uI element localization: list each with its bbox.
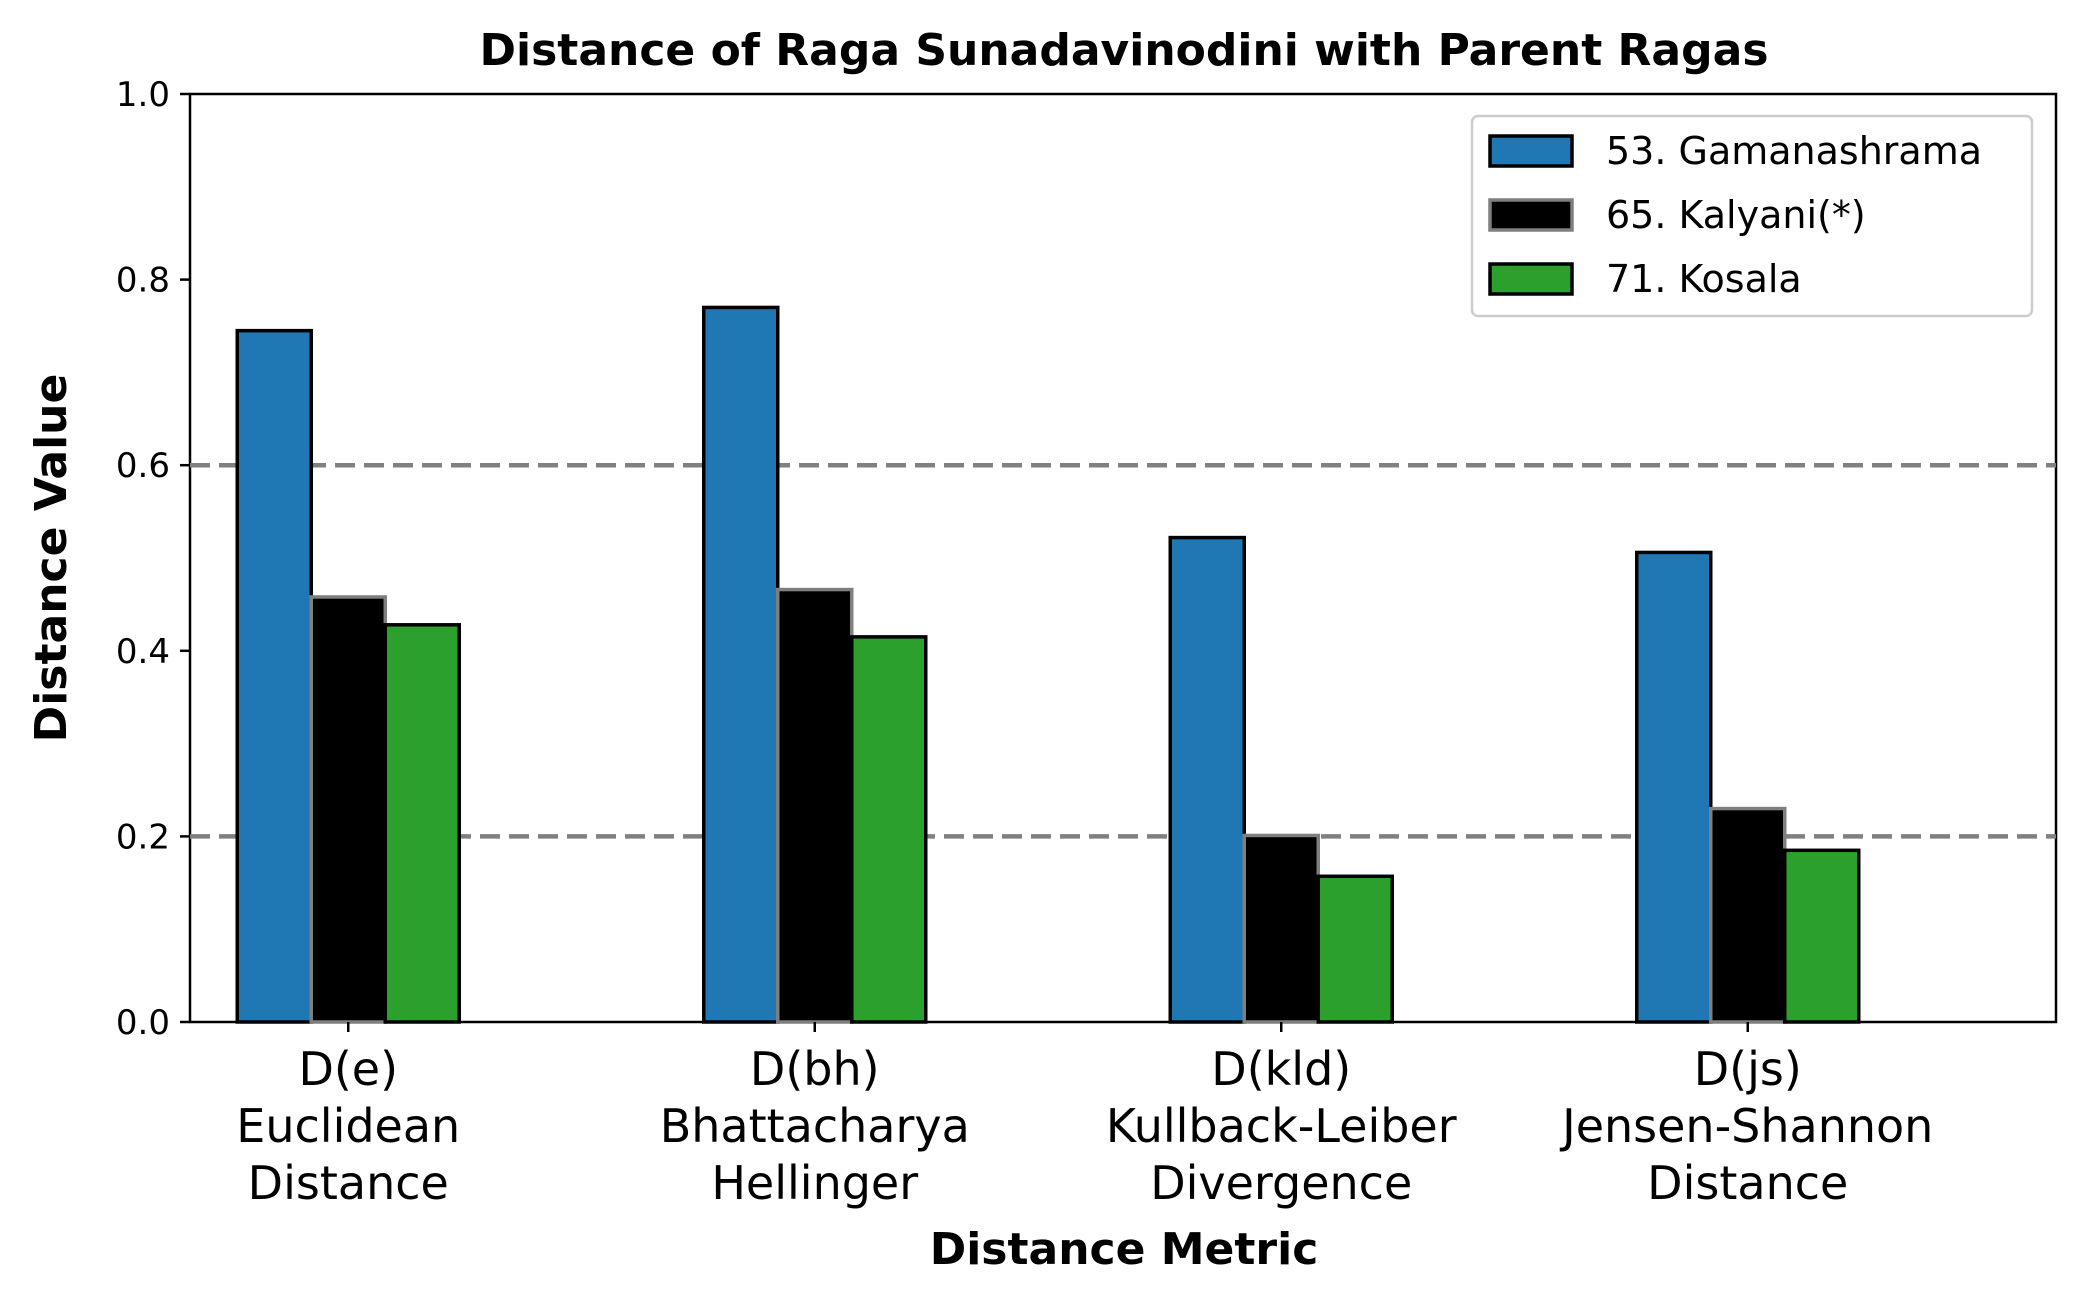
y-tick-label: 0.2 [116, 817, 170, 857]
bar [1242, 833, 1320, 1024]
plot-area: 0.00.20.40.60.81.0D(e)EuclideanDistanceD… [116, 75, 2058, 1210]
legend-label: 65. Kalyani(*) [1606, 193, 1866, 237]
bar [1635, 550, 1713, 1024]
legend: 53. Gamanashrama 65. Kalyani(*) 71. Kosala [1470, 114, 2034, 318]
x-tick-label: Jensen-Shannon [1559, 1099, 1933, 1153]
x-tick-label: Hellinger [711, 1156, 918, 1210]
y-tick-label: 0.0 [116, 1003, 170, 1043]
bar [776, 587, 854, 1024]
legend-box [1470, 114, 2034, 318]
legend-label: 53. Gamanashrama [1606, 129, 1982, 173]
x-tick-label: D(e) [298, 1042, 398, 1096]
x-tick-label: Kullback-Leiber [1106, 1099, 1457, 1153]
x-tick-label: Divergence [1150, 1156, 1412, 1210]
y-axis-label: Distance Value [26, 374, 77, 743]
bar [1316, 874, 1394, 1024]
legend-swatch [1488, 262, 1574, 296]
x-tick-label: Distance [1647, 1156, 1848, 1210]
bar [702, 305, 780, 1024]
x-tick-label: Euclidean [236, 1099, 460, 1153]
chart-title: Distance of Raga Sunadavinodini with Par… [479, 25, 1768, 76]
y-tick-label: 0.4 [116, 632, 170, 672]
y-tick-label: 0.8 [116, 261, 170, 301]
bar [235, 328, 313, 1024]
bar [1783, 848, 1861, 1024]
bar [383, 623, 461, 1024]
bar [850, 635, 928, 1024]
x-tick-label: D(kld) [1211, 1042, 1351, 1096]
plot-frame [188, 92, 2058, 1024]
legend-swatch [1488, 134, 1574, 168]
x-tick-label: D(js) [1694, 1042, 1802, 1096]
y-tick-label: 1.0 [116, 75, 170, 115]
bar [1168, 535, 1246, 1024]
x-tick-label: D(bh) [750, 1042, 880, 1096]
x-tick-label: Distance [248, 1156, 449, 1210]
bar [1709, 806, 1787, 1024]
bar [309, 595, 387, 1024]
x-tick-label: Bhattacharya [660, 1099, 970, 1153]
legend-swatch [1488, 198, 1574, 232]
y-tick-label: 0.6 [116, 446, 170, 486]
x-axis-label: Distance Metric [930, 1224, 1319, 1275]
legend-label: 71. Kosala [1606, 257, 1802, 301]
